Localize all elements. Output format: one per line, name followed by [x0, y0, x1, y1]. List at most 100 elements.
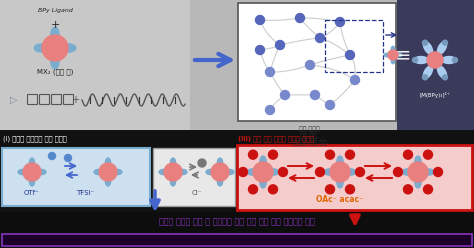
Ellipse shape: [105, 158, 111, 168]
Circle shape: [443, 40, 447, 45]
Text: ▷: ▷: [10, 95, 18, 105]
FancyBboxPatch shape: [0, 0, 474, 130]
Ellipse shape: [18, 169, 28, 175]
Ellipse shape: [337, 176, 343, 188]
Circle shape: [326, 185, 335, 194]
Ellipse shape: [34, 44, 49, 52]
Text: OAc⁻ acac⁻: OAc⁻ acac⁻: [317, 195, 364, 205]
Circle shape: [422, 40, 428, 45]
Ellipse shape: [62, 44, 76, 52]
Circle shape: [295, 13, 304, 23]
Circle shape: [356, 167, 365, 177]
Circle shape: [316, 167, 325, 177]
Circle shape: [427, 52, 443, 68]
Text: BPy Ligand: BPy Ligand: [37, 8, 73, 13]
Ellipse shape: [423, 66, 433, 78]
FancyBboxPatch shape: [238, 3, 396, 121]
Circle shape: [255, 15, 264, 25]
Ellipse shape: [51, 27, 59, 42]
Ellipse shape: [260, 176, 266, 188]
Circle shape: [238, 167, 247, 177]
Text: [M(BPy)₃]²⁺: [M(BPy)₃]²⁺: [419, 92, 450, 98]
Circle shape: [306, 61, 315, 69]
Ellipse shape: [36, 169, 46, 175]
FancyArrowPatch shape: [386, 33, 396, 37]
Ellipse shape: [224, 169, 234, 175]
Circle shape: [434, 167, 443, 177]
Ellipse shape: [159, 169, 169, 175]
Circle shape: [211, 163, 229, 181]
Circle shape: [326, 150, 335, 159]
Circle shape: [275, 40, 284, 50]
Ellipse shape: [324, 169, 336, 175]
FancyBboxPatch shape: [0, 212, 474, 234]
FancyBboxPatch shape: [153, 148, 235, 206]
Ellipse shape: [177, 169, 187, 175]
Ellipse shape: [105, 176, 111, 186]
Text: ≡: ≡: [395, 45, 411, 64]
Text: +: +: [71, 95, 79, 105]
Ellipse shape: [402, 169, 414, 175]
Circle shape: [265, 105, 274, 115]
FancyBboxPatch shape: [0, 0, 190, 130]
Ellipse shape: [337, 156, 343, 168]
Circle shape: [198, 159, 206, 167]
Ellipse shape: [247, 169, 259, 175]
Ellipse shape: [415, 156, 421, 168]
Circle shape: [443, 75, 447, 80]
Ellipse shape: [384, 53, 391, 57]
Circle shape: [412, 58, 418, 62]
Circle shape: [346, 150, 355, 159]
Ellipse shape: [442, 57, 456, 63]
Ellipse shape: [438, 66, 447, 78]
Text: (iii) 다중 배위 방식을 가지는 용이온: (iii) 다중 배위 방식을 가지는 용이온: [238, 136, 314, 142]
Ellipse shape: [423, 42, 433, 54]
FancyBboxPatch shape: [237, 145, 472, 210]
Circle shape: [164, 163, 182, 181]
FancyArrowPatch shape: [195, 54, 230, 66]
Ellipse shape: [170, 176, 176, 186]
Ellipse shape: [170, 158, 176, 168]
Ellipse shape: [438, 42, 447, 54]
FancyArrowPatch shape: [151, 191, 159, 208]
Circle shape: [268, 150, 277, 159]
Circle shape: [326, 100, 335, 110]
Text: 낙은 연신률,
낙은 감성,
비효율적 자가 치유: 낙은 연신률, 낙은 감성, 비효율적 자가 치유: [293, 126, 327, 147]
Text: +: +: [50, 20, 60, 30]
FancyBboxPatch shape: [397, 0, 474, 130]
FancyBboxPatch shape: [2, 234, 472, 246]
Circle shape: [310, 91, 319, 99]
Circle shape: [248, 185, 257, 194]
Ellipse shape: [415, 176, 421, 188]
Circle shape: [423, 185, 432, 194]
Circle shape: [422, 75, 428, 80]
Circle shape: [350, 75, 359, 85]
Ellipse shape: [395, 53, 401, 57]
Circle shape: [268, 185, 277, 194]
Circle shape: [346, 185, 355, 194]
Circle shape: [453, 58, 457, 62]
Text: (i) 배위에 참여하지 언는 용이온: (i) 배위에 참여하지 언는 용이온: [3, 136, 67, 142]
Circle shape: [336, 18, 345, 27]
Ellipse shape: [206, 169, 216, 175]
Circle shape: [423, 150, 432, 159]
Ellipse shape: [422, 169, 434, 175]
Circle shape: [253, 162, 273, 182]
Circle shape: [346, 51, 355, 60]
Text: OTf⁻: OTf⁻: [24, 190, 40, 196]
Ellipse shape: [217, 176, 223, 186]
Ellipse shape: [344, 169, 356, 175]
Text: TFSI⁻: TFSI⁻: [76, 190, 94, 196]
Circle shape: [393, 167, 402, 177]
Circle shape: [330, 162, 350, 182]
Circle shape: [99, 163, 117, 181]
Circle shape: [255, 45, 264, 55]
Ellipse shape: [391, 46, 395, 53]
Circle shape: [316, 33, 325, 42]
Circle shape: [408, 162, 428, 182]
Ellipse shape: [112, 169, 122, 175]
FancyBboxPatch shape: [0, 130, 474, 148]
Ellipse shape: [414, 57, 428, 63]
Circle shape: [388, 50, 398, 60]
Ellipse shape: [51, 54, 59, 69]
